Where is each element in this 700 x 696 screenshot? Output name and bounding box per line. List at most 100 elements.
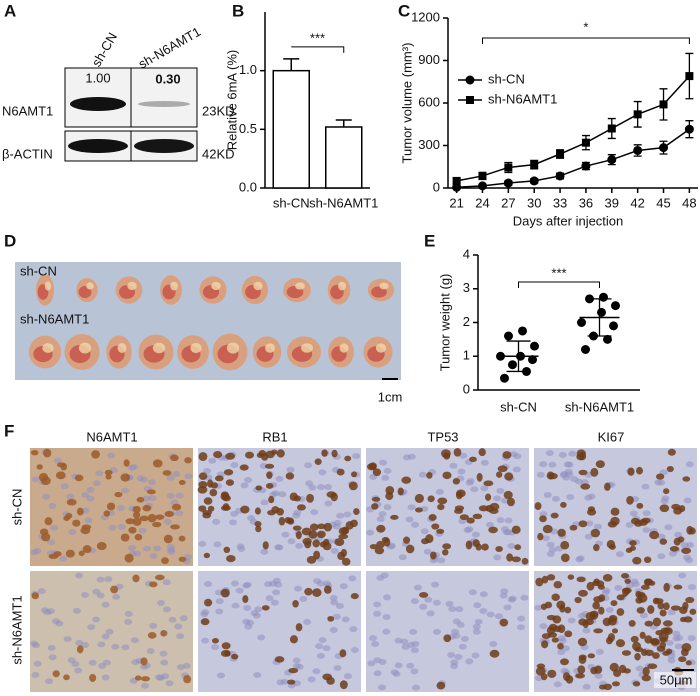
stained-cell: [350, 471, 358, 478]
nucleus: [553, 681, 562, 688]
nucleus: [313, 577, 322, 584]
stained-cell: [593, 544, 600, 552]
nucleus: [235, 587, 244, 594]
nucleus: [231, 602, 240, 609]
stained-cell: [170, 524, 180, 530]
stained-cell: [574, 596, 582, 604]
stained-cell: [207, 505, 215, 512]
nucleus: [605, 606, 614, 613]
nucleus: [378, 684, 387, 691]
stained-cell: [374, 547, 385, 555]
stained-cell: [197, 485, 208, 494]
nucleus: [688, 584, 697, 591]
marker: [530, 160, 539, 169]
stained-cell: [636, 607, 645, 614]
stained-cell: [506, 553, 514, 562]
nucleus: [124, 618, 133, 625]
stained-cell: [312, 539, 321, 548]
stained-cell: [65, 549, 75, 558]
stained-cell: [604, 482, 611, 491]
stained-cell: [132, 574, 140, 583]
nucleus: [230, 462, 239, 469]
nucleus: [350, 647, 359, 654]
nucleus: [260, 499, 269, 506]
stained-cell: [481, 543, 489, 551]
nucleus: [566, 494, 575, 501]
stained-cell: [155, 514, 165, 520]
blot-quantity: 0.30: [155, 71, 180, 86]
legend-label: sh-CN: [488, 71, 525, 86]
stained-cell: [640, 584, 650, 590]
marker: [478, 171, 487, 180]
nucleus: [294, 585, 303, 592]
ihc-row-label: sh-N6AMT1: [9, 595, 24, 664]
stained-cell: [506, 497, 515, 507]
nucleus: [378, 511, 387, 518]
panel-label: B: [232, 1, 244, 20]
stained-cell: [647, 605, 655, 614]
stained-cell: [322, 673, 333, 681]
nucleus: [66, 493, 75, 500]
stained-cell: [344, 455, 352, 462]
nucleus: [472, 623, 481, 630]
nucleus: [47, 539, 56, 546]
stained-cell: [659, 609, 667, 617]
nucleus: [278, 491, 287, 498]
nucleus: [198, 540, 207, 547]
ihc-column-label: RB1: [262, 429, 287, 444]
nucleus: [315, 643, 324, 650]
nucleus: [485, 521, 494, 528]
stained-cell: [426, 471, 433, 479]
marker: [452, 176, 461, 185]
stained-cell: [535, 577, 544, 587]
stained-cell: [551, 593, 560, 601]
point: [500, 373, 509, 383]
nucleus: [75, 572, 84, 579]
nucleus: [159, 650, 168, 657]
stained-cell: [306, 556, 317, 564]
nucleus: [678, 572, 687, 579]
stained-cell: [577, 637, 588, 647]
stained-cell: [271, 506, 280, 514]
x-axis-title: Days after injection: [513, 213, 624, 228]
stained-cell: [547, 669, 557, 679]
tumor-highlight: [375, 343, 387, 353]
stained-cell: [610, 600, 618, 607]
stained-cell: [214, 475, 224, 482]
nucleus: [667, 609, 676, 616]
point: [597, 307, 606, 317]
nucleus: [400, 638, 409, 645]
stained-cell: [160, 629, 168, 637]
stained-cell: [634, 652, 641, 661]
nucleus: [47, 644, 56, 651]
stained-cell: [52, 670, 60, 678]
nucleus: [332, 613, 341, 620]
nucleus: [316, 652, 325, 659]
nucleus: [240, 482, 249, 489]
stained-cell: [475, 543, 482, 551]
nucleus: [489, 640, 498, 647]
marker: [633, 145, 643, 155]
nucleus: [584, 494, 593, 501]
stained-cell: [147, 513, 157, 523]
stained-cell: [442, 543, 452, 550]
stained-cell: [369, 544, 378, 550]
marker: [503, 178, 513, 188]
lane-label: sh-CN: [89, 30, 120, 69]
stained-cell: [287, 679, 296, 685]
nucleus: [426, 610, 435, 617]
y-tick-label: 1200: [411, 9, 440, 24]
stained-cell: [223, 546, 231, 554]
nucleus: [272, 589, 281, 596]
stained-cell: [146, 489, 156, 495]
point: [504, 331, 513, 341]
stained-cell: [454, 508, 463, 514]
stained-cell: [239, 464, 249, 471]
stained-cell: [663, 582, 670, 592]
stained-cell: [629, 540, 637, 546]
nucleus: [213, 541, 222, 548]
stained-cell: [80, 527, 91, 535]
stained-cell: [616, 594, 625, 601]
nucleus: [641, 483, 650, 490]
stained-cell: [647, 663, 658, 670]
